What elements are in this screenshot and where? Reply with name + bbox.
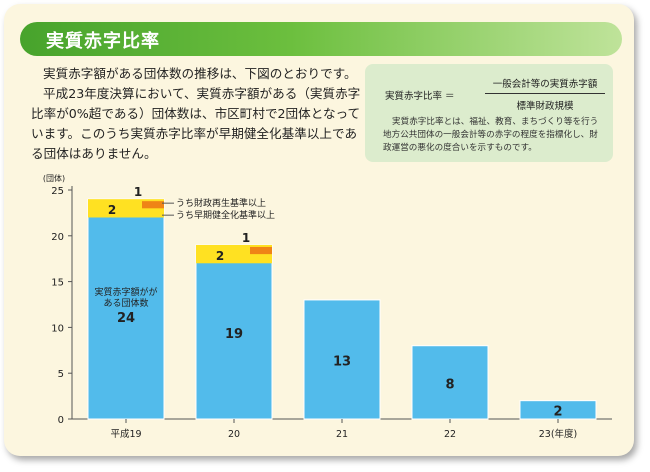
y-tick-label: 15 [51, 278, 64, 289]
bar-total [303, 299, 381, 420]
formula-lhs: 実質赤字比率 ＝ [385, 91, 455, 102]
early-value-label: 2 [108, 203, 116, 217]
x-tick-label: 22 [444, 429, 456, 440]
bar-value-label: 24 [117, 311, 135, 326]
formula-numerator: 一般会計等の実質赤字額 [492, 79, 598, 90]
x-tick-label: 平成19 [110, 428, 141, 440]
bar-inner-label-line1: 実質赤字額がが [94, 286, 157, 298]
x-tick-label: 20 [228, 429, 240, 440]
bar-total [195, 244, 273, 420]
bar-value-label: 8 [445, 377, 454, 392]
early-value-label: 2 [216, 249, 224, 263]
intro-paragraph-1: 実質赤字額がある団体数の推移は、下図のとおりです。 [43, 66, 357, 81]
page-title: 実質赤字比率 [46, 31, 160, 52]
rebuild-value-label: 1 [242, 231, 250, 245]
fraction-line [485, 93, 605, 94]
bar-value-label: 13 [333, 354, 351, 369]
y-tick-label: 20 [51, 232, 64, 243]
y-axis-unit: (団体) [43, 173, 65, 183]
x-tick-label: 23(年度) [539, 428, 578, 440]
y-tick-label: 0 [58, 415, 64, 426]
ratio-formula: 実質赤字比率 ＝ 一般会計等の実質赤字額 標準財政規模 [385, 76, 605, 116]
y-tick-label: 10 [51, 323, 64, 334]
bar-inner-label-line2: ある団体数 [103, 297, 148, 309]
rebuild-value-label: 1 [134, 185, 142, 199]
bar-total [87, 198, 165, 420]
bar-value-label: 2 [553, 405, 562, 420]
formula-denominator: 標準財政規模 [516, 101, 574, 112]
bar-total [411, 345, 489, 420]
bar-rebuild-segment [142, 201, 164, 209]
definition-box: 実質赤字比率 ＝ 一般会計等の実質赤字額 標準財政規模 実質赤字比率とは、福祉、… [365, 64, 613, 162]
intro-text: 実質赤字額がある団体数の推移は、下図のとおりです。 平成23年度決算において、実… [31, 64, 361, 164]
y-tick-label: 25 [51, 186, 64, 197]
x-tick-label: 21 [336, 429, 348, 440]
definition-text: 実質赤字比率とは、福祉、教育、まちづくり等を行う地方公共団体の一般会計等の赤字の… [383, 117, 599, 153]
bar-rebuild-segment [250, 246, 272, 255]
intro-paragraph-2: 平成23年度決算において、実質赤字額がある（実質赤字比率が0%超である）団体数は… [31, 86, 361, 161]
legend-label-rebuild: うち財政再生基準以上 [176, 197, 266, 209]
title-banner: 実質赤字比率 [20, 22, 622, 56]
bar-value-label: 19 [225, 327, 243, 342]
legend-label-early: うち早期健全化基準以上 [176, 209, 275, 221]
y-tick-label: 5 [58, 369, 64, 380]
